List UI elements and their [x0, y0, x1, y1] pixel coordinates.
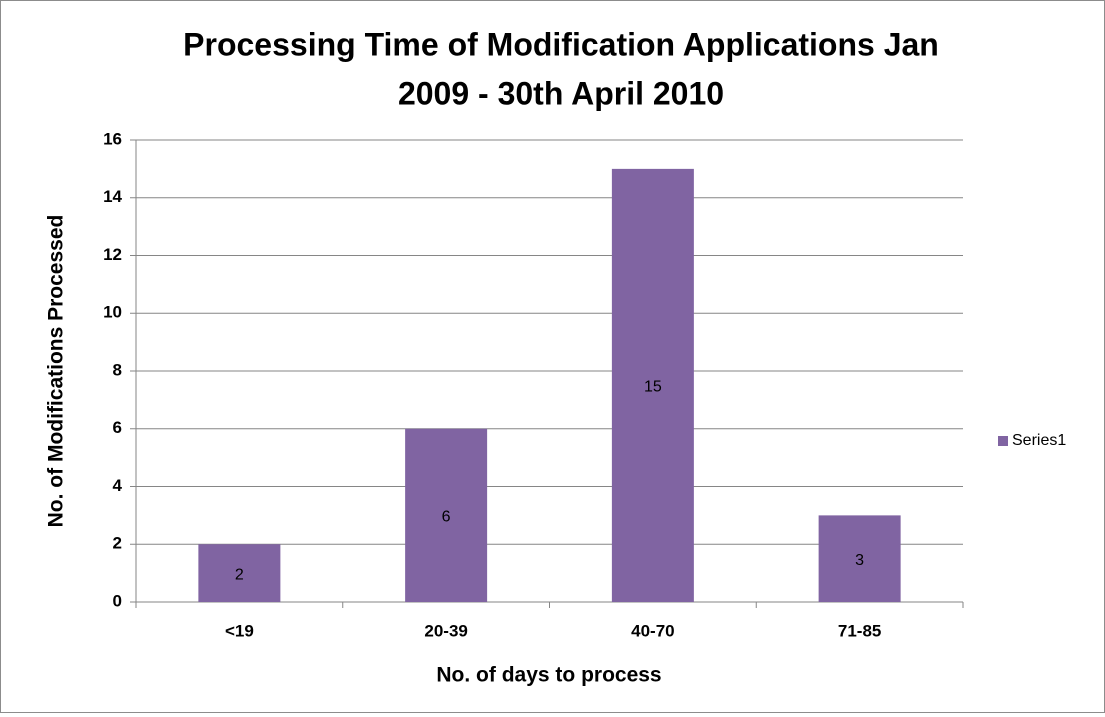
y-tick-label: 16 — [103, 129, 122, 148]
y-axis-title: No. of Modifications Processed — [45, 215, 68, 528]
data-label: 2 — [235, 566, 244, 583]
chart-title: 2009 - 30th April 2010 — [398, 75, 724, 111]
bar — [405, 428, 488, 602]
legend-swatch — [998, 436, 1008, 446]
y-tick-label: 12 — [103, 245, 122, 264]
x-tick-label: 20-39 — [424, 621, 467, 640]
y-tick-label: 2 — [113, 534, 122, 553]
legend-label: Series1 — [1012, 432, 1066, 449]
y-tick-label: 6 — [113, 418, 122, 437]
bar — [611, 168, 694, 602]
x-axis-title: No. of days to process — [436, 664, 661, 687]
x-tick-label: <19 — [225, 621, 254, 640]
x-tick-label: 71-85 — [838, 621, 881, 640]
bar — [818, 515, 901, 602]
y-tick-label: 10 — [103, 303, 122, 322]
x-tick-label: 40-70 — [631, 621, 674, 640]
y-tick-label: 0 — [113, 591, 122, 610]
chart-title: Processing Time of Modification Applicat… — [183, 26, 939, 62]
data-label: 3 — [855, 552, 864, 569]
y-tick-label: 14 — [103, 187, 122, 206]
y-tick-label: 8 — [113, 360, 122, 379]
data-label: 15 — [644, 379, 662, 396]
bar — [198, 544, 281, 602]
y-tick-label: 4 — [113, 476, 123, 495]
data-label: 6 — [442, 509, 451, 526]
